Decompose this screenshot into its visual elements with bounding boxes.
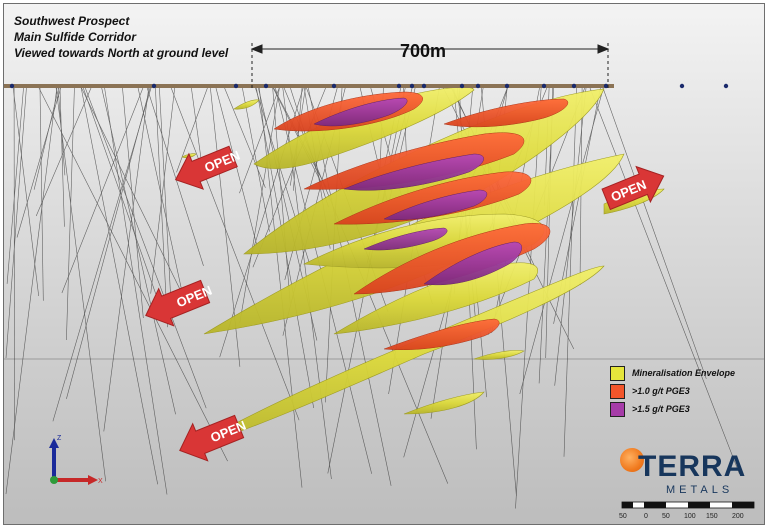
drill-hole <box>104 87 168 495</box>
drill-hole <box>176 87 208 173</box>
scale-tick-label: 50 <box>662 513 670 520</box>
title-line-1: Southwest Prospect <box>14 14 130 28</box>
drill-hole <box>224 87 266 188</box>
title-line-3: Viewed towards North at ground level <box>14 46 229 60</box>
scale-tick-label: 0 <box>644 513 648 520</box>
drill-hole <box>16 87 61 238</box>
drill-collar <box>679 83 685 89</box>
drill-hole <box>272 87 291 304</box>
drill-hole <box>35 87 92 217</box>
terra-metals-logo: TERRA METALS <box>618 444 758 500</box>
drill-hole <box>33 87 59 190</box>
legend-item-pge-1-5: >1.5 g/t PGE3 <box>610 402 760 420</box>
drill-hole <box>61 87 144 294</box>
legend-label-pge-1-0: >1.0 g/t PGE3 <box>632 386 690 396</box>
drill-hole <box>5 87 27 359</box>
drill-hole <box>52 87 152 422</box>
drill-hole <box>137 87 186 305</box>
scale-bar-label: 700m <box>400 41 447 61</box>
legend-label-pge-1-5: >1.5 g/t PGE3 <box>632 404 690 414</box>
drill-hole <box>170 87 300 421</box>
brand-subtitle: METALS <box>666 484 734 496</box>
drill-collar <box>331 83 337 89</box>
title-line-2: Main Sulfide Corridor <box>14 30 137 44</box>
drill-hole <box>85 87 207 409</box>
drill-hole <box>103 87 149 432</box>
section-view: OPEN OPEN OPEN OPEN Z X <box>3 3 765 525</box>
drill-hole <box>259 87 303 488</box>
drill-collar <box>571 83 577 89</box>
legend-label-envelope: Mineralisation Envelope <box>632 368 736 378</box>
drill-collar <box>263 83 269 89</box>
legend-item-envelope: Mineralisation Envelope <box>610 366 760 384</box>
metric-scale-bar <box>621 501 755 509</box>
drill-hole <box>5 87 58 495</box>
drill-hole <box>122 87 144 319</box>
z-axis-label: Z <box>57 435 62 442</box>
drill-hole <box>146 87 204 266</box>
logo-sun-icon <box>620 448 644 472</box>
cross-section-scene: OPEN OPEN OPEN OPEN Z X <box>4 43 764 509</box>
drill-hole <box>55 87 106 482</box>
drill-hole <box>554 87 587 386</box>
drill-collar <box>151 83 157 89</box>
distance-scale-bar <box>250 43 610 89</box>
drill-hole <box>12 87 39 297</box>
drill-hole <box>589 87 740 474</box>
drill-collar <box>233 83 239 89</box>
brand-name: TERRA <box>638 450 747 483</box>
drill-hole <box>563 87 577 457</box>
drill-hole <box>242 87 270 232</box>
drill-hole <box>6 87 24 284</box>
legend-swatch-pge-1-0 <box>610 384 625 399</box>
scale-tick-label: 50 <box>619 513 627 520</box>
drill-collar <box>409 83 415 89</box>
drill-collar <box>475 83 481 89</box>
drill-collar <box>603 83 609 89</box>
axis-triad: Z X <box>49 435 103 485</box>
scale-tick-label: 100 <box>684 513 696 520</box>
drill-hole <box>83 87 157 297</box>
drill-hole <box>101 87 176 415</box>
ground-surface <box>4 83 729 89</box>
legend-swatch-envelope <box>610 366 625 381</box>
drill-collar <box>396 83 402 89</box>
drill-hole <box>59 87 65 227</box>
scale-tick-label: 200 <box>732 513 744 520</box>
drill-hole <box>159 87 172 313</box>
drill-collar <box>723 83 729 89</box>
legend-swatch-pge-1-5 <box>610 402 625 417</box>
drill-hole <box>66 87 151 399</box>
drill-hole <box>39 87 44 301</box>
drill-collar <box>459 83 465 89</box>
drill-hole <box>219 87 304 358</box>
drill-collar <box>541 83 547 89</box>
drill-hole <box>239 87 280 323</box>
drill-collar <box>504 83 510 89</box>
drill-hole <box>519 87 604 395</box>
scale-tick-label: 150 <box>706 513 718 520</box>
legend-item-pge-1-0: >1.0 g/t PGE3 <box>610 384 760 402</box>
open-arrow-lower-left: OPEN <box>179 414 248 462</box>
drill-hole <box>239 87 280 194</box>
drill-hole <box>150 87 175 294</box>
drill-hole <box>602 87 707 379</box>
drill-hole <box>66 87 75 341</box>
drill-collar <box>421 83 427 89</box>
drill-hole <box>272 87 322 184</box>
drill-hole <box>80 87 158 485</box>
x-axis-label: X <box>98 478 103 485</box>
open-arrow-upper-left: OPEN <box>174 145 242 190</box>
drill-collar <box>9 83 15 89</box>
pge3-above-1-5-zones <box>313 97 522 286</box>
drill-hole <box>155 87 168 328</box>
